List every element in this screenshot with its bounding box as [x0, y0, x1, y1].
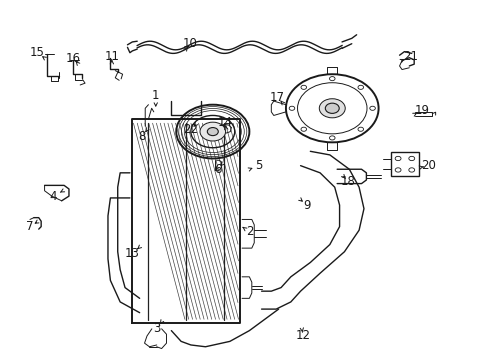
Text: 15: 15 [30, 46, 44, 59]
Text: 9: 9 [303, 199, 310, 212]
Circle shape [200, 122, 225, 141]
Text: 22: 22 [183, 123, 198, 136]
Text: 12: 12 [295, 329, 310, 342]
Text: 3: 3 [153, 322, 160, 335]
Text: 21: 21 [402, 50, 417, 63]
Text: 4: 4 [49, 190, 57, 203]
Circle shape [325, 103, 339, 113]
Text: 19: 19 [414, 104, 429, 117]
Bar [390, 152, 418, 176]
Text: 20: 20 [421, 159, 435, 172]
Text: 11: 11 [104, 50, 119, 63]
Text: 10: 10 [182, 37, 197, 50]
Text: 7: 7 [26, 220, 34, 233]
Text: 1: 1 [152, 89, 159, 102]
Text: 16: 16 [65, 51, 80, 64]
Text: 6: 6 [213, 163, 221, 176]
Text: 18: 18 [340, 175, 355, 188]
Text: 14: 14 [217, 116, 232, 129]
Circle shape [207, 127, 218, 136]
Text: 2: 2 [245, 225, 253, 238]
Text: 13: 13 [124, 247, 140, 260]
Text: 17: 17 [269, 91, 285, 104]
Text: 5: 5 [255, 159, 262, 172]
Circle shape [319, 99, 345, 118]
Text: 8: 8 [138, 130, 145, 144]
